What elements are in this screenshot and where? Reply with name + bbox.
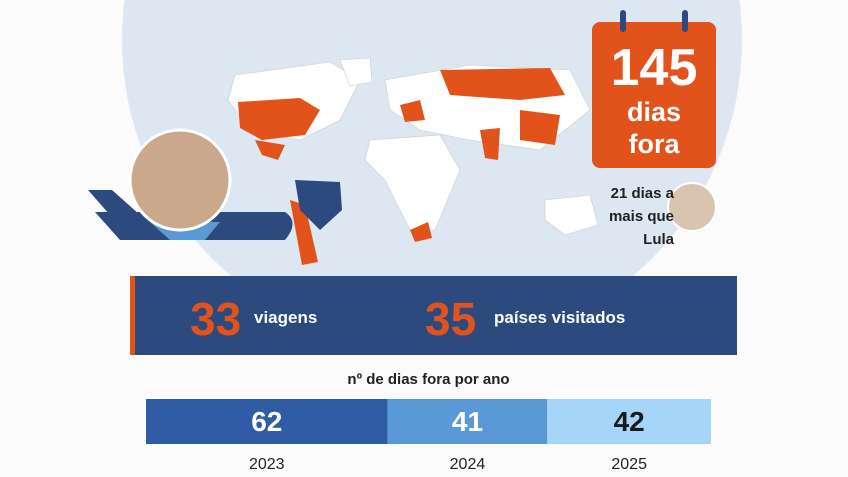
bar-segment (387, 399, 548, 444)
value-label: 62 (251, 406, 282, 437)
category-label: 2025 (611, 456, 647, 473)
bar-segment (146, 399, 388, 444)
chart-title: nº de dias fora por ano (347, 371, 510, 388)
stat-number: 35 (425, 293, 477, 345)
days-away: 145 (610, 39, 698, 97)
stats-band (130, 276, 737, 355)
days-label: dias fora (626, 97, 682, 159)
value-label: 42 (614, 406, 645, 437)
category-label: 2023 (249, 456, 285, 473)
portrait-small (667, 182, 717, 232)
stat-label: viagens (254, 308, 318, 327)
calendar-icon (592, 10, 716, 168)
portrait (128, 128, 232, 232)
stat-label: países visitados (494, 308, 626, 327)
brazil (295, 180, 342, 230)
bar-segment (547, 399, 711, 444)
comparison: 21 dias a mais que Lula (608, 185, 674, 248)
category-label: 2024 (450, 456, 486, 473)
value-label: 41 (452, 406, 483, 437)
visited-countries (238, 68, 565, 265)
stat-number: 33 (190, 293, 242, 345)
